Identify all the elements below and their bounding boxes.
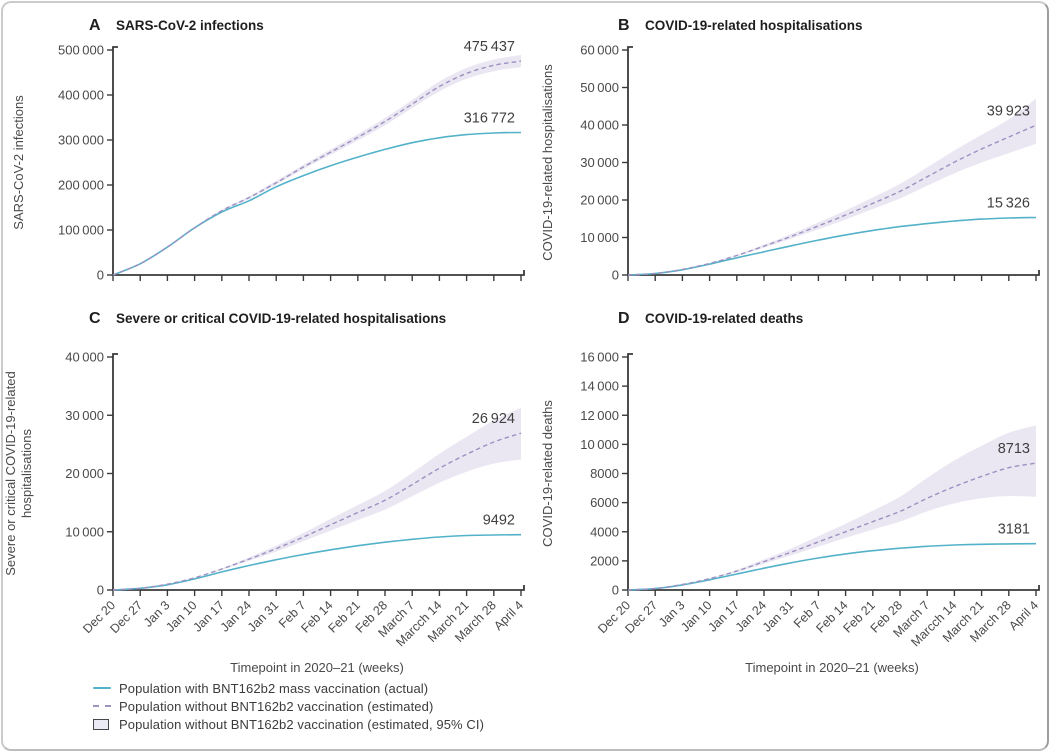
panel-letter: A	[89, 17, 101, 34]
panel-letter: D	[618, 310, 630, 327]
y-tick-label: 10 000	[580, 230, 619, 245]
chart-panel-b: B COVID-19-related hospitalisations COVID-…	[540, 17, 1040, 283]
end-value-label: 9492	[483, 513, 515, 529]
x-tick-label: Jan 31	[245, 598, 281, 634]
y-tick-label: 0	[612, 583, 619, 598]
y-tick-label: 12 000	[580, 408, 619, 423]
y-axis-label: COVID-19-related deaths	[540, 400, 555, 547]
panel-title: COVID-19-related hospitalisations	[645, 18, 863, 33]
y-tick-label: 0	[612, 268, 619, 283]
ci-band	[628, 98, 1036, 275]
y-axis-label: Severe or critical COVID-19-related	[3, 371, 18, 575]
actual-line	[627, 542, 1037, 591]
panel-title: SARS-CoV-2 infections	[116, 18, 264, 33]
chart-panel-d: D COVID-19-related deaths COVID-19-related…	[540, 310, 1041, 675]
y-tick-label: 50 000	[580, 80, 619, 95]
actual-line	[112, 131, 522, 276]
estimated-line	[627, 462, 1037, 591]
y-tick-label: 4000	[590, 524, 619, 539]
ci-band	[628, 425, 1036, 590]
y-tick-label: 20 000	[65, 466, 104, 481]
y-tick-label: 500 000	[58, 43, 104, 58]
actual-line	[627, 216, 1037, 276]
chart-panel-c: C Severe or critical COVID-19-related hos…	[3, 310, 525, 675]
y-tick-label: 16 000	[580, 350, 619, 365]
y-tick-label: 0	[97, 268, 104, 283]
y-tick-label: 40 000	[580, 118, 619, 133]
end-value-label: 475 437	[464, 39, 515, 55]
legend-label: Population with BNT162b2 mass vaccinatio…	[119, 680, 429, 696]
legend-item-actual: Population with BNT162b2 mass vaccinatio…	[93, 680, 484, 696]
x-axis-title: Timepoint in 2020–21 (weeks)	[745, 660, 919, 675]
panel-title: COVID-19-related deaths	[645, 311, 803, 326]
y-tick-label: 10 000	[65, 524, 104, 539]
y-tick-label: 100 000	[58, 223, 104, 238]
end-value-label: 26 924	[472, 411, 515, 427]
y-tick-label: 40 000	[65, 350, 104, 365]
panel-letter: C	[89, 310, 101, 327]
x-tick-label: Jan 31	[760, 598, 796, 634]
actual-line-swatch	[93, 687, 119, 689]
legend-label: Population without BNT162b2 vaccination …	[119, 716, 485, 732]
legend-label: Population without BNT162b2 vaccination …	[119, 698, 434, 714]
y-tick-label: 14 000	[580, 379, 619, 394]
ci-band	[113, 407, 521, 590]
end-value-label: 15 326	[987, 196, 1030, 212]
end-value-label: 316 772	[464, 110, 515, 126]
ci-band-swatch	[93, 718, 119, 730]
legend-item-estimated: Population without BNT162b2 vaccination …	[93, 698, 484, 714]
legend-item-ci: Population without BNT162b2 vaccination …	[93, 716, 484, 732]
figure-legend: Population with BNT162b2 mass vaccinatio…	[93, 680, 484, 732]
x-tick-label: April 4	[1006, 598, 1041, 633]
end-value-label: 3181	[998, 522, 1030, 538]
end-value-label: 39 923	[987, 103, 1030, 119]
x-axis-title: Timepoint in 2020–21 (weeks)	[230, 660, 404, 675]
y-tick-label: 400 000	[58, 88, 104, 103]
y-tick-label: 300 000	[58, 133, 104, 148]
y-tick-label: 30 000	[65, 408, 104, 423]
y-tick-label: 6000	[590, 495, 619, 510]
y-axis-label: SARS-CoV-2 infections	[11, 95, 26, 230]
estimated-line	[627, 124, 1037, 276]
end-value-label: 8713	[998, 441, 1030, 457]
actual-line	[112, 533, 522, 591]
y-axis-label: COVID-19-related hospitalisations	[540, 64, 555, 261]
estimated-line	[112, 60, 522, 276]
panel-letter: B	[618, 17, 630, 34]
y-tick-label: 30 000	[580, 155, 619, 170]
y-tick-label: 0	[97, 583, 104, 598]
y-axis-label: hospitalisations	[19, 429, 34, 518]
y-tick-label: 20 000	[580, 193, 619, 208]
x-tick-label: April 4	[491, 598, 525, 633]
y-tick-label: 200 000	[58, 178, 104, 193]
y-tick-label: 60 000	[580, 43, 619, 58]
chart-panel-a: A SARS-CoV-2 infections SARS-CoV-2 infecti…	[11, 17, 525, 283]
y-tick-label: 8000	[590, 466, 619, 481]
y-tick-label: 2000	[590, 553, 619, 568]
panel-title: Severe or critical COVID-19-related hosp…	[116, 311, 446, 326]
y-tick-label: 10 000	[580, 437, 619, 452]
dashed-line-swatch	[93, 705, 119, 707]
